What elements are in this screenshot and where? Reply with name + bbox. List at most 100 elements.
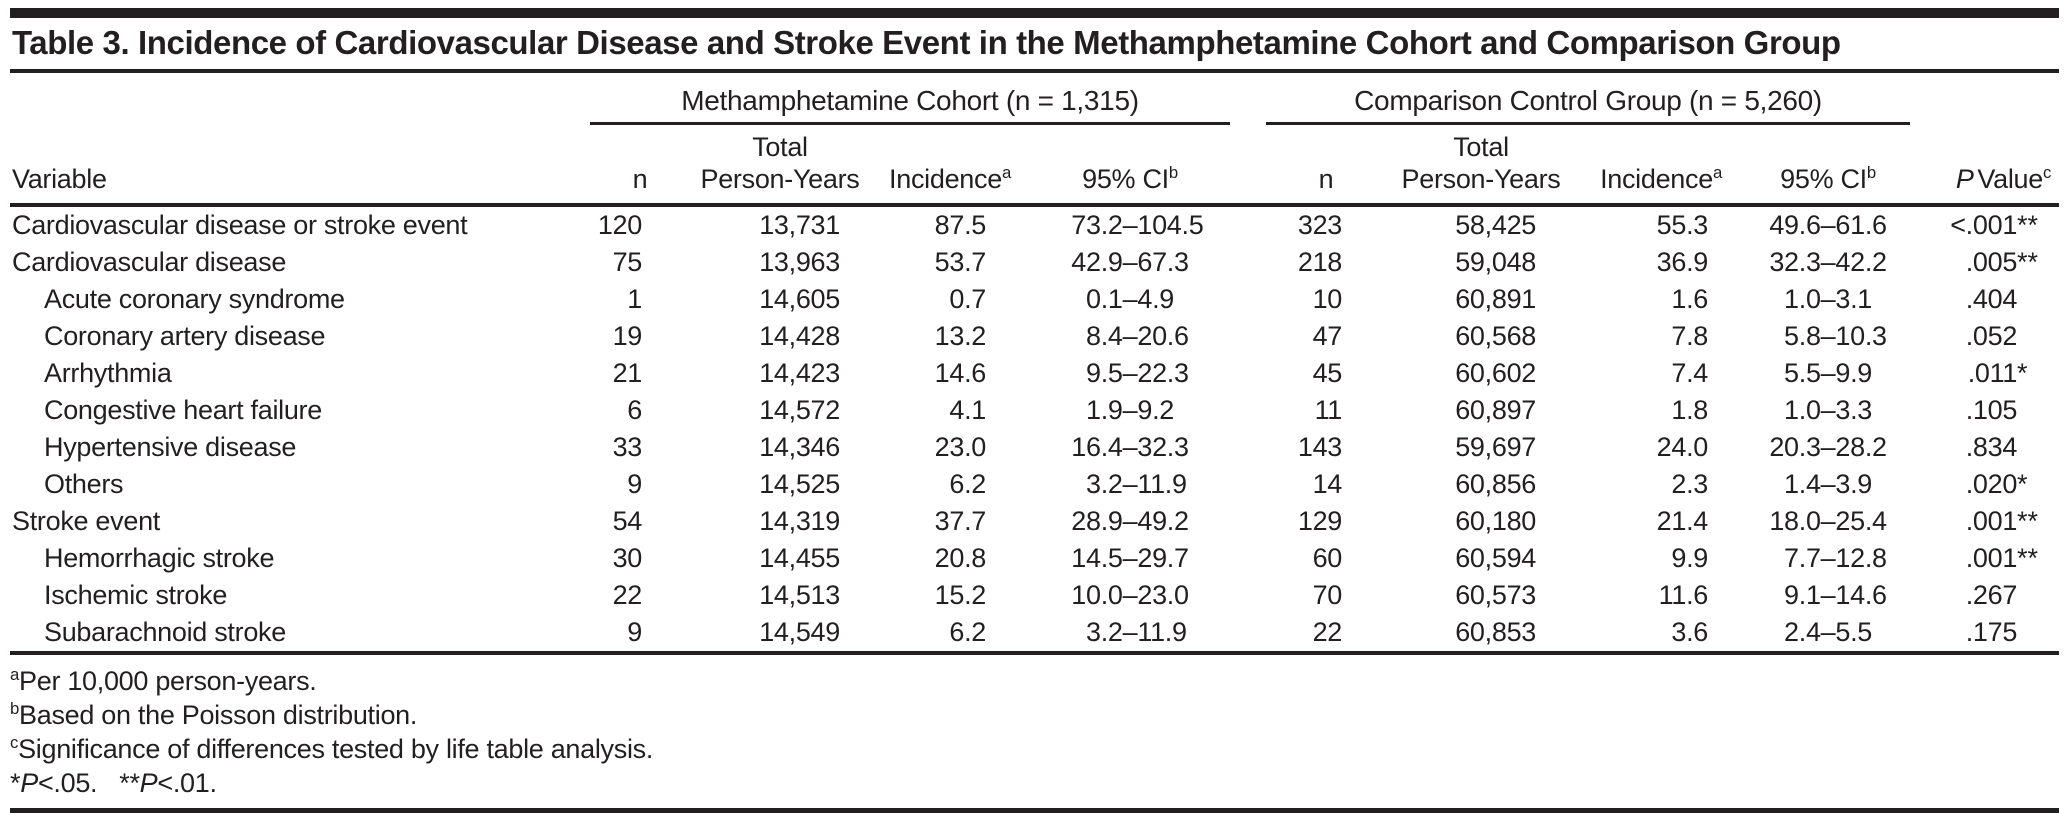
comp-ci-cell: 18.0–25.4 [1769,506,1887,536]
meth-person-years-cell: 14,605 [759,284,840,314]
table-row: Ischemic stroke 22 14,513 15.2 10.0–23.0… [10,577,2059,614]
significance-marker: * [2017,469,2028,499]
comp-n-cell: 14 [1312,469,1343,499]
meth-incidence-cell: 53.7 [934,247,987,277]
footnote-marker-b: b [1866,163,1876,182]
spacer [1230,614,1267,655]
meth-incidence-cell: 13.2 [934,321,987,351]
en-dash: – [1122,210,1138,240]
meth-ci-cell: 28.9–49.2 [1071,506,1189,536]
comp-incidence-cell: 1.6 [1671,284,1709,314]
spacer [1230,73,1266,125]
table-row: Stroke event 54 14,319 37.7 28.9–49.2 12… [10,503,2059,540]
meth-ci-cell: 14.5–29.7 [1071,543,1189,573]
p-value-cell: .834 [1965,432,2018,462]
en-dash: – [1122,580,1138,610]
variable-cell: Cardiovascular disease or stroke event [12,210,468,240]
meth-n-cell: 1 [627,284,642,314]
comp-incidence-cell: 7.4 [1671,358,1709,388]
col-ci-comp: 95% CIb [1746,125,1911,207]
comp-n-cell: 60 [1312,543,1343,573]
comp-person-years-cell: 60,573 [1455,580,1537,610]
meth-incidence-cell: 6.2 [870,614,1030,655]
comp-person-years-cell: 60,180 [1455,506,1537,536]
comp-incidence-cell: 3.6 [1576,614,1747,655]
spacer [1230,540,1266,577]
footnote-a: aPer 10,000 person-years. [10,665,317,696]
meth-person-years-cell: 14,346 [759,432,840,462]
comp-incidence-cell: 36.9 [1656,247,1709,277]
meth-ci-cell: 3.2–11.9 [1030,614,1231,655]
meth-person-years-cell: 14,423 [759,358,840,388]
top-rule [10,8,2059,18]
comp-person-years-cell: 60,568 [1455,321,1537,351]
significance-note: *P<.05. **P<.01. [10,768,217,798]
table-row: Acute coronary syndrome 1 14,605 0.7 0.1… [10,281,2059,318]
group-header-comp-label: Comparison Control Group (n = 5,260) [1354,85,1822,116]
variable-cell: Ischemic stroke [44,580,228,610]
meth-incidence-cell: 4.1 [949,395,986,425]
p-value-cell: .020 * [1910,466,2059,503]
en-dash: – [1122,395,1138,425]
col-person-years-meth: Total Person-Years [690,125,870,207]
comp-person-years-cell: 60,602 [1455,358,1537,388]
variable-cell: Acute coronary syndrome [44,284,345,314]
spacer [1230,125,1267,207]
spacer [1230,318,1266,355]
comp-n-cell: 129 [1297,506,1343,536]
comp-n-cell: 22 [1266,614,1387,655]
footnote-c: cSignificance of differences tested by l… [10,733,654,764]
en-dash: – [1820,247,1836,277]
meth-n-cell: 75 [612,247,643,277]
p-value-cell: <.001 ** [1910,205,2059,244]
table-row: Congestive heart failure 6 14,572 4.1 1.… [10,392,2059,429]
footnote-b: bBased on the Poisson distribution. [10,699,418,730]
significance-marker: ** [2017,247,2039,277]
en-dash: – [1820,580,1836,610]
meth-incidence-cell: 15.2 [934,580,987,610]
comp-n-cell: 70 [1312,580,1343,610]
en-dash: – [1122,284,1138,314]
significance-marker: ** [2017,506,2039,536]
meth-person-years-cell: 14,455 [759,543,840,573]
en-dash: – [1122,432,1138,462]
significance-marker: ** [2017,543,2039,573]
en-dash: – [1820,358,1836,388]
variable-cell: Hemorrhagic stroke [44,543,275,573]
comp-ci-cell: 9.1–14.6 [1784,580,1887,610]
en-dash: – [1122,469,1138,499]
meth-n-cell: 6 [627,395,642,425]
col-incidence-comp: Incidencea [1576,125,1747,207]
comp-person-years-cell: 58,425 [1455,210,1537,240]
meth-n-cell: 9 [627,469,642,499]
meth-incidence-cell: 14.6 [934,358,987,388]
comp-n-cell: 47 [1312,321,1343,351]
meth-person-years-cell: 14,513 [759,580,840,610]
meth-incidence-cell: 20.8 [934,543,987,573]
comp-person-years-cell: 59,048 [1455,247,1537,277]
group-header-meth-label: Methamphetamine Cohort (n = 1,315) [681,85,1139,116]
table-body: Cardiovascular disease or stroke event 1… [10,205,2060,655]
meth-n-cell: 21 [612,358,643,388]
spacer [1230,503,1266,540]
variable-cell: Cardiovascular disease [12,247,287,277]
en-dash: – [1820,617,1836,647]
p-value-cell: .267 [1965,580,2018,610]
comp-incidence-cell: 9.9 [1671,543,1709,573]
variable-cell: Congestive heart failure [44,395,322,425]
p-value-cell: .105 [1965,395,2018,425]
col-n-meth: n [590,125,690,207]
p-value-cell: .001 ** [1910,503,2059,540]
footnote-marker-a: a [1712,163,1722,182]
en-dash: – [1122,358,1138,388]
meth-incidence-cell: 23.0 [934,432,987,462]
en-dash: – [1122,321,1138,351]
column-header-row: Variable n Total Person-Years Incidencea … [10,125,2060,207]
comp-n-cell: 10 [1312,284,1343,314]
variable-cell: Hypertensive disease [44,432,297,462]
comp-n-cell: 11 [1314,395,1343,425]
footnotes-block: aPer 10,000 person-years. bBased on the … [10,655,2059,800]
comp-ci-cell: 1.4–3.9 [1784,469,1873,499]
meth-incidence-cell: 0.7 [949,284,986,314]
meth-incidence-cell: 6.2 [949,469,986,499]
